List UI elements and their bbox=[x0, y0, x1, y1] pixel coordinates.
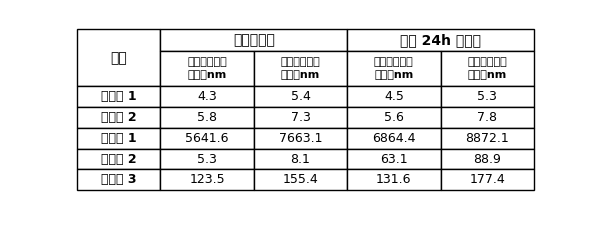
Bar bbox=[440, 128, 534, 149]
Bar bbox=[347, 149, 440, 169]
Bar bbox=[347, 128, 440, 149]
Bar bbox=[161, 29, 347, 51]
Text: 4.5: 4.5 bbox=[384, 90, 404, 103]
Bar bbox=[77, 107, 161, 128]
Bar bbox=[161, 149, 254, 169]
Bar bbox=[347, 169, 440, 190]
Text: 均），nm: 均），nm bbox=[374, 70, 414, 81]
Bar bbox=[77, 149, 161, 169]
Text: 7.8: 7.8 bbox=[477, 111, 497, 124]
Bar bbox=[254, 149, 347, 169]
Text: 131.6: 131.6 bbox=[376, 173, 412, 186]
Bar bbox=[440, 149, 534, 169]
Bar bbox=[347, 51, 440, 86]
Text: 5.8: 5.8 bbox=[197, 111, 217, 124]
Text: 5.3: 5.3 bbox=[477, 90, 497, 103]
Text: 155.4: 155.4 bbox=[283, 173, 318, 186]
Bar bbox=[347, 29, 534, 51]
Bar bbox=[254, 169, 347, 190]
Text: 5641.6: 5641.6 bbox=[186, 132, 229, 145]
Text: 7.3: 7.3 bbox=[290, 111, 311, 124]
Text: 63.1: 63.1 bbox=[380, 153, 408, 166]
Text: 平均粒径（体: 平均粒径（体 bbox=[468, 57, 507, 67]
Text: 对比例 3: 对比例 3 bbox=[101, 173, 136, 186]
Bar bbox=[254, 86, 347, 107]
Text: 8872.1: 8872.1 bbox=[465, 132, 509, 145]
Text: 实施例 2: 实施例 2 bbox=[101, 111, 136, 124]
Text: 5.3: 5.3 bbox=[197, 153, 217, 166]
Text: 平均粒径（数: 平均粒径（数 bbox=[187, 57, 227, 67]
Text: 放置 24h 后测试: 放置 24h 后测试 bbox=[400, 33, 481, 47]
Bar bbox=[77, 86, 161, 107]
Text: 平均粒径（数: 平均粒径（数 bbox=[374, 57, 414, 67]
Bar bbox=[254, 51, 347, 86]
Text: 5.6: 5.6 bbox=[384, 111, 404, 124]
Bar bbox=[254, 107, 347, 128]
Text: 平均粒径（体: 平均粒径（体 bbox=[281, 57, 320, 67]
Bar bbox=[161, 128, 254, 149]
Bar bbox=[254, 128, 347, 149]
Text: 8.1: 8.1 bbox=[290, 153, 311, 166]
Text: 均），nm: 均），nm bbox=[281, 70, 320, 81]
Text: 样品: 样品 bbox=[110, 51, 127, 65]
Text: 实施例 1: 实施例 1 bbox=[101, 90, 136, 103]
Bar bbox=[161, 107, 254, 128]
Bar bbox=[77, 169, 161, 190]
Bar bbox=[440, 86, 534, 107]
Bar bbox=[347, 107, 440, 128]
Text: 配置后测试: 配置后测试 bbox=[233, 33, 275, 47]
Bar bbox=[440, 51, 534, 86]
Text: 123.5: 123.5 bbox=[189, 173, 225, 186]
Text: 对比例 2: 对比例 2 bbox=[101, 153, 136, 166]
Text: 均），nm: 均），nm bbox=[187, 70, 227, 81]
Text: 88.9: 88.9 bbox=[473, 153, 501, 166]
Bar bbox=[440, 169, 534, 190]
Text: 6864.4: 6864.4 bbox=[372, 132, 416, 145]
Bar bbox=[347, 86, 440, 107]
Text: 均），nm: 均），nm bbox=[468, 70, 507, 81]
Bar bbox=[440, 107, 534, 128]
Text: 4.3: 4.3 bbox=[197, 90, 217, 103]
Text: 7663.1: 7663.1 bbox=[278, 132, 322, 145]
Text: 177.4: 177.4 bbox=[469, 173, 505, 186]
Bar bbox=[161, 86, 254, 107]
Bar bbox=[161, 169, 254, 190]
Bar bbox=[77, 29, 161, 86]
Bar bbox=[161, 51, 254, 86]
Text: 5.4: 5.4 bbox=[290, 90, 311, 103]
Bar bbox=[77, 128, 161, 149]
Text: 对比例 1: 对比例 1 bbox=[101, 132, 136, 145]
